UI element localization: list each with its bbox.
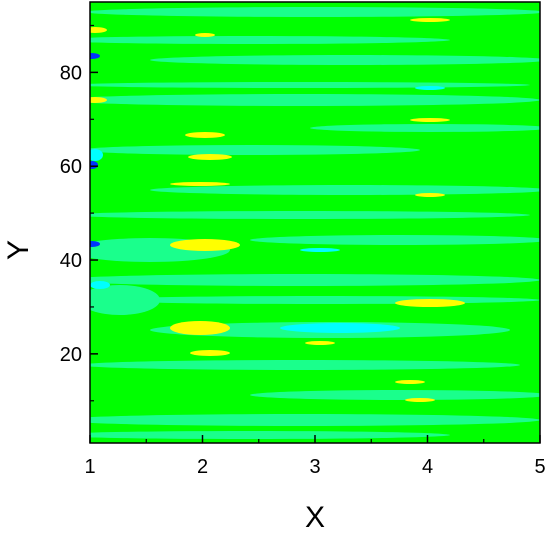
y-axis-label: Y: [2, 240, 35, 260]
band-blue: [90, 53, 100, 247]
contour-bands: [90, 7, 540, 439]
y-tick-label: 40: [60, 250, 82, 272]
y-tick-label: 80: [60, 62, 82, 84]
band-yellow: [90, 18, 465, 402]
x-tick-label: 3: [309, 456, 320, 478]
band-cyan: [90, 86, 445, 333]
x-tick-label: 4: [422, 456, 433, 478]
y-tick-label: 20: [60, 344, 82, 366]
contour-background: [90, 2, 540, 443]
x-tick-label: 5: [534, 456, 545, 478]
x-tick-label: 1: [84, 456, 95, 478]
x-tick-label: 2: [197, 456, 208, 478]
x-axis-label: X: [305, 501, 325, 531]
band-mint: [90, 7, 540, 439]
y-tick-label: 60: [60, 156, 82, 178]
